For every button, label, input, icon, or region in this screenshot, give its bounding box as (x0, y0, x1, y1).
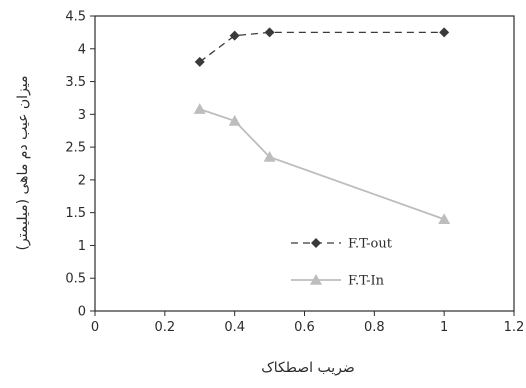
x-tick-label: 0.4 (224, 320, 245, 335)
y-axis-label: میزان عیب دم ماهی (میلیمتر) (15, 75, 31, 250)
data-point (264, 27, 275, 38)
y-tick-label: 0 (78, 305, 86, 320)
y-tick-label: 1 (78, 239, 86, 254)
series-line (199, 108, 445, 221)
legend-label: F.T-In (348, 274, 385, 289)
series-layer (193, 27, 451, 225)
x-tick-label: 0 (91, 320, 99, 335)
data-point (439, 27, 450, 38)
legend: F.T-out F.T-In (291, 237, 393, 289)
y-tick-label: 2.5 (65, 141, 86, 156)
data-point (229, 30, 240, 41)
x-axis-label: ضریب اصطکاک (261, 360, 355, 376)
y-tick-label: 4 (78, 42, 86, 57)
plot-border (94, 15, 515, 312)
data-point (228, 114, 241, 126)
series-1 (194, 27, 450, 67)
data-point (438, 213, 451, 225)
x-tick-label: 1.2 (504, 320, 525, 335)
axis-ticks: 0 0.5 1 1.5 2 2.5 3 3.5 4 4.5 0 0.2 0.4 0.6 0.8 1 1.2 (65, 10, 524, 336)
plot-area (94, 15, 515, 312)
legend-marker (310, 274, 322, 285)
x-tick-label: 0.8 (364, 320, 385, 335)
series-2 (193, 103, 451, 225)
y-tick-label: 3.5 (65, 75, 86, 90)
y-tick-label: 0.5 (65, 272, 86, 287)
x-tick-label: 0.6 (294, 320, 315, 335)
x-tick-label: 0.2 (154, 320, 175, 335)
x-tick-label: 1 (440, 320, 448, 335)
data-point (194, 56, 205, 67)
series-line (199, 31, 445, 63)
y-tick-label: 1.5 (65, 206, 86, 221)
data-point (263, 150, 276, 162)
legend-marker (311, 238, 321, 248)
y-tick-label: 4.5 (65, 10, 86, 25)
data-point (193, 103, 206, 114)
y-tick-label: 3 (78, 108, 86, 123)
y-tick-label: 2 (78, 173, 86, 188)
legend-label: F.T-out (348, 237, 393, 252)
